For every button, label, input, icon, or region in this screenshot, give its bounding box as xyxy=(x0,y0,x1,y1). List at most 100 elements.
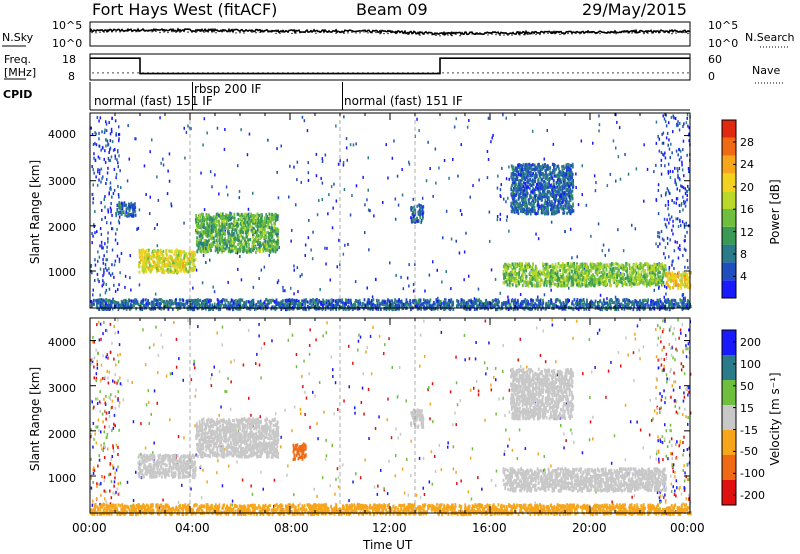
power-echo-cell xyxy=(526,165,529,169)
power-scatter-cell xyxy=(662,114,664,118)
power-scatter-cell xyxy=(677,123,679,127)
nave-point xyxy=(467,72,469,74)
power-echo-cell xyxy=(564,179,567,184)
power-echo-cell xyxy=(243,246,246,250)
power-echo-cell xyxy=(160,268,163,272)
nave-point xyxy=(237,72,239,74)
noise-search-point xyxy=(683,31,685,34)
power-scatter-cell xyxy=(585,203,588,207)
power-scatter-cell xyxy=(668,191,671,195)
nave-point xyxy=(482,72,484,74)
power-echo-cell xyxy=(510,172,513,176)
power-echo-cell xyxy=(645,274,648,278)
power-scatter-cell xyxy=(303,119,306,123)
power-scatter-cell xyxy=(118,257,121,261)
power-scatter-cell xyxy=(98,119,100,123)
power-scatter-cell xyxy=(105,182,107,185)
power-echo-cell xyxy=(534,194,536,198)
power-echo-cell xyxy=(186,259,189,263)
power-echo-cell xyxy=(569,177,572,181)
power-scatter-cell xyxy=(597,222,600,226)
nave-point xyxy=(487,72,489,74)
noise-search-point xyxy=(287,31,289,33)
power-scatter-cell xyxy=(508,165,510,169)
power-echo-cell xyxy=(551,185,554,189)
power-scatter-cell xyxy=(94,231,96,235)
power-scatter-cell xyxy=(301,273,303,277)
power-scatter-cell xyxy=(368,307,371,311)
power-echo-cell xyxy=(517,182,520,186)
power-scatter-cell xyxy=(107,240,109,244)
power-scatter-cell xyxy=(581,193,583,197)
noise-search-point xyxy=(279,32,281,34)
power-scatter-cell xyxy=(678,177,681,181)
power-echo-cell xyxy=(545,262,548,266)
power-scatter-cell xyxy=(118,260,121,264)
power-echo-cell xyxy=(233,228,236,232)
power-echo-cell xyxy=(251,214,253,218)
power-echo-cell xyxy=(246,250,248,254)
noise-search-point xyxy=(115,31,117,33)
power-echo-cell xyxy=(194,267,196,271)
power-echo-cell xyxy=(558,167,560,171)
power-echo-cell xyxy=(648,279,651,283)
power-echo-cell xyxy=(162,249,165,253)
power-echo-cell xyxy=(562,177,564,181)
power-scatter-cell xyxy=(104,216,106,220)
power-echo-cell xyxy=(669,285,672,289)
noise-search-point xyxy=(671,33,673,35)
power-echo-cell xyxy=(207,229,209,233)
nave-point xyxy=(382,72,384,74)
power-echo-cell xyxy=(568,200,570,204)
power-echo-cell xyxy=(157,268,160,272)
noise-search-point xyxy=(147,30,149,32)
power-scatter-cell xyxy=(108,192,110,196)
power-echo-cell xyxy=(199,233,202,237)
power-echo-cell xyxy=(220,234,223,238)
power-scatter-cell xyxy=(685,121,688,125)
power-scatter-cell xyxy=(666,236,669,240)
power-echo-cell xyxy=(138,263,140,267)
power-echo-cell xyxy=(515,206,517,210)
power-scatter-cell xyxy=(346,158,348,162)
power-scatter-cell xyxy=(105,120,107,124)
power-scatter-cell xyxy=(91,133,94,136)
noise-search-point xyxy=(163,31,165,33)
power-echo-cell xyxy=(276,245,278,249)
power-scatter-cell xyxy=(107,208,109,212)
noise-search-point xyxy=(523,34,525,36)
power-echo-cell xyxy=(525,274,528,278)
power-scatter-cell xyxy=(99,116,102,120)
power-echo-cell xyxy=(558,182,561,186)
power-echo-cell xyxy=(561,262,564,266)
noise-search-point xyxy=(607,32,609,34)
power-echo-cell xyxy=(224,236,227,240)
power-colorbar-tick-label: 16 xyxy=(740,203,754,217)
power-echo-cell xyxy=(528,271,531,275)
power-echo-cell xyxy=(204,218,207,222)
xtick-2: 08:00 xyxy=(274,521,309,535)
power-echo-cell xyxy=(207,225,210,229)
power-scatter-cell xyxy=(657,135,659,139)
noise-search-point xyxy=(303,31,305,33)
power-echo-cell xyxy=(531,190,534,194)
power-echo-cell xyxy=(651,271,654,275)
nave-point xyxy=(222,72,224,74)
power-scatter-cell xyxy=(683,122,685,126)
power-echo-cell xyxy=(264,231,266,235)
power-scatter-cell xyxy=(96,116,99,119)
power-echo-cell xyxy=(138,261,141,265)
power-echo-cell xyxy=(659,278,662,283)
power-scatter-cell xyxy=(608,248,610,252)
power-echo-cell xyxy=(665,272,667,276)
power-scatter-cell xyxy=(166,192,169,196)
noise-search-point xyxy=(555,32,557,34)
power-scatter-cell xyxy=(103,131,106,135)
power-echo-cell xyxy=(536,282,539,286)
power-scatter-cell xyxy=(97,155,100,159)
power-echo-cell xyxy=(127,213,130,217)
power-scatter-cell xyxy=(660,151,663,155)
power-scatter-cell xyxy=(571,256,573,260)
power-scatter-cell xyxy=(487,158,490,161)
nave-point xyxy=(232,72,234,74)
